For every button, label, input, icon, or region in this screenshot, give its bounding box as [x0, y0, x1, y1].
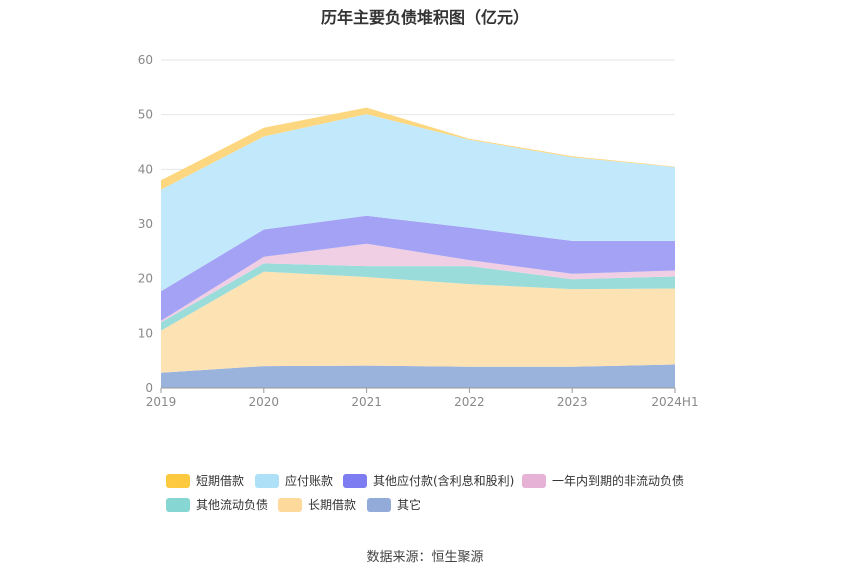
x-tick-label: 2020 — [249, 395, 280, 409]
x-tick-label: 2021 — [351, 395, 382, 409]
legend-item: 一年内到期的非流动负债 — [522, 473, 684, 488]
y-tick-label: 0 — [145, 381, 153, 395]
source-note: 数据来源：恒生聚源 — [366, 550, 484, 565]
legend-label: 其他流动负债 — [196, 498, 268, 512]
area-series-4 — [161, 215, 675, 321]
legend-item: 其它 — [367, 497, 421, 512]
legend-item: 应付账款 — [255, 473, 333, 488]
legend-swatch — [166, 474, 190, 488]
area-series-2 — [161, 263, 675, 331]
y-tick-label: 20 — [138, 272, 153, 286]
legend-label: 长期借款 — [308, 498, 356, 512]
x-tick-label: 2019 — [146, 395, 177, 409]
y-tick-label: 40 — [138, 162, 153, 176]
y-tick-label: 10 — [138, 326, 153, 340]
x-tick-label: 2023 — [557, 395, 588, 409]
area-series-3 — [161, 243, 675, 323]
legend-swatch — [278, 498, 302, 512]
legend-label: 其他应付款(含利息和股利) — [373, 473, 514, 488]
area-series-0 — [161, 364, 675, 388]
area-series-5 — [161, 114, 675, 292]
legend-label: 短期借款 — [196, 474, 244, 488]
area-series-6 — [161, 107, 675, 190]
legend-item: 其他应付款(含利息和股利) — [343, 473, 514, 488]
legend-label: 一年内到期的非流动负债 — [552, 473, 684, 488]
legend-swatch — [166, 498, 190, 512]
legend-item: 短期借款 — [166, 474, 244, 488]
chart-title: 历年主要负债堆积图（亿元） — [320, 8, 529, 27]
x-tick-label: 2022 — [454, 395, 485, 409]
y-tick-label: 30 — [138, 217, 153, 231]
legend-swatch — [522, 474, 546, 488]
legend-swatch — [255, 474, 279, 488]
legend-item: 其他流动负债 — [166, 498, 268, 512]
y-tick-label: 60 — [138, 53, 153, 67]
legend-label: 应付账款 — [285, 473, 333, 488]
areas — [161, 107, 675, 388]
area-series-1 — [161, 271, 675, 373]
legend-item: 长期借款 — [278, 498, 356, 512]
y-tick-label: 50 — [138, 108, 153, 122]
legend-swatch — [367, 498, 391, 512]
legend-label: 其它 — [397, 497, 421, 512]
x-tick-label: 2024H1 — [651, 395, 698, 409]
legend-swatch — [343, 474, 367, 488]
x-axis: 2019 2020 2021 2022 2023 2024H1 — [146, 387, 699, 409]
